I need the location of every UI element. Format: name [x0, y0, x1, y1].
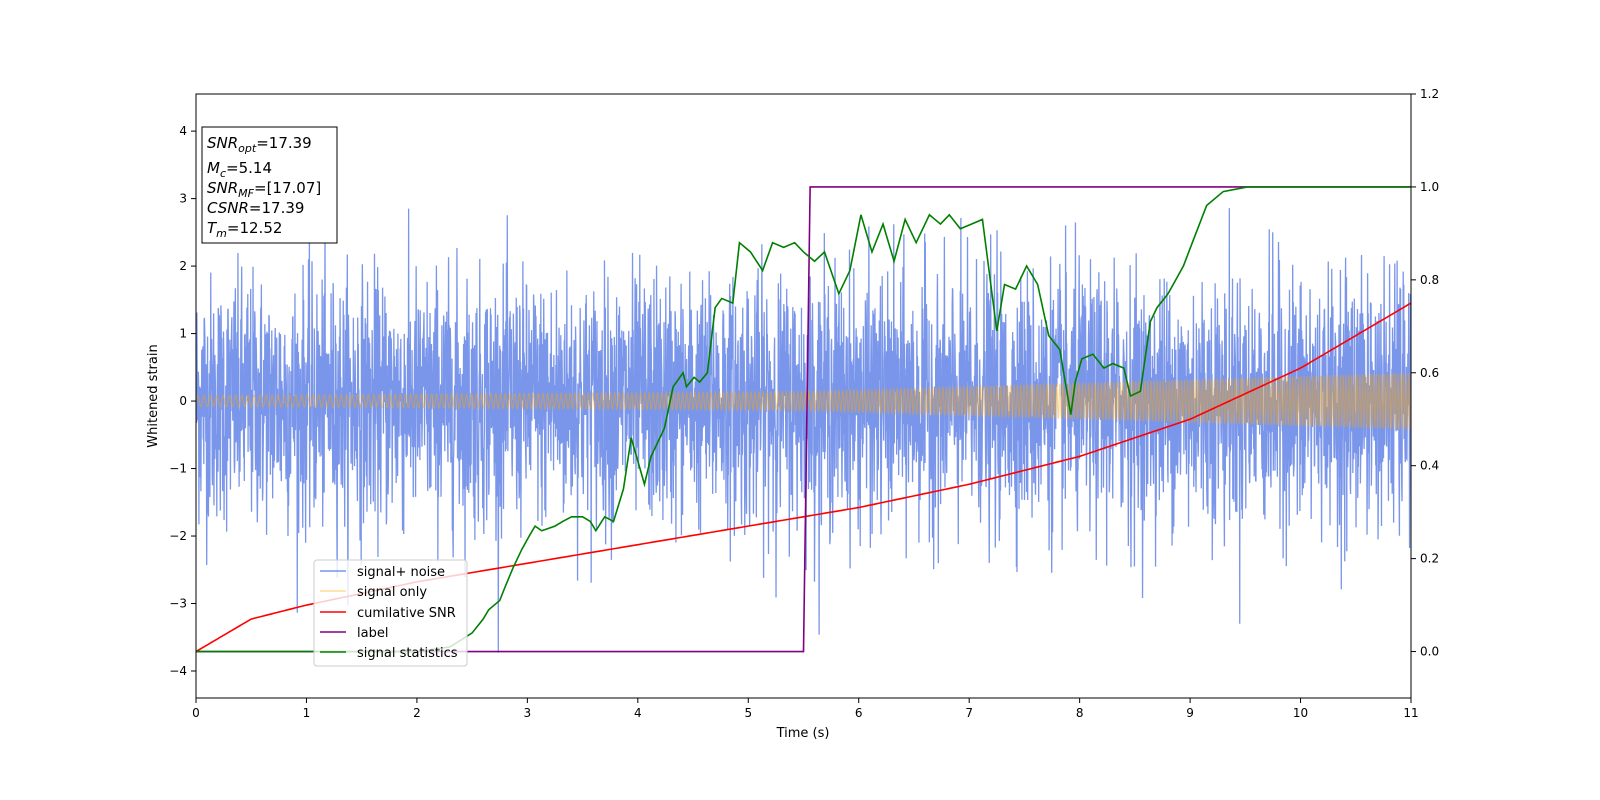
x-tick-label: 0 [192, 706, 200, 720]
y-tick-label: 1 [179, 327, 187, 341]
series-label [196, 186, 1411, 653]
axes-layer: 0 1 2 3 4 5 6 7 8 9 10 1143210−1−2−3−41.21.00.80.60… [169, 87, 1439, 720]
y2-tick-label: 1.2 [1420, 87, 1439, 101]
annotation-mc: Mc=5.14 [207, 159, 272, 180]
y-tick-label: 4 [179, 124, 187, 138]
series-signal-statistics [196, 186, 1411, 653]
legend-label-signal-noise: signal+ noise [357, 565, 445, 580]
annotation-snr-opt: SNRopt=17.39 [207, 134, 312, 155]
annotation-tm: Tm=12.52 [207, 219, 282, 240]
y2-tick-label: 1.0 [1420, 180, 1439, 194]
legend-label-signal-statistics: signal statistics [357, 646, 458, 661]
legend-label-label: label [357, 626, 388, 641]
annotation-csnr: CSNR=17.39 [207, 199, 304, 217]
x-tick-label: 5 [744, 706, 752, 720]
y-axis-label: Whitened strain [146, 344, 161, 447]
x-tick-label: 11 [1403, 706, 1418, 720]
x-tick-label: 6 [855, 706, 863, 720]
x-tick-label: 9 [1186, 706, 1194, 720]
y-tick-label: −2 [169, 529, 187, 543]
legend-label-signal-only: signal only [357, 585, 427, 600]
y-tick-label: −4 [169, 664, 187, 678]
x-tick-label: 7 [965, 706, 973, 720]
x-tick-label: 3 [524, 706, 532, 720]
y-tick-label: 3 [179, 192, 187, 206]
x-tick-label: 4 [634, 706, 642, 720]
plot-frame [195, 93, 1412, 699]
y2-tick-label: 0.8 [1420, 273, 1439, 287]
legend-label-cumulative-snr: cumilative SNR [357, 606, 456, 621]
y-tick-label: −1 [169, 462, 187, 476]
y2-tick-label: 0.6 [1420, 366, 1439, 380]
x-axis-label: Time (s) [776, 726, 830, 741]
y2-tick-label: 0.4 [1420, 459, 1439, 473]
y-tick-label: −3 [169, 597, 187, 611]
x-tick-label: 10 [1293, 706, 1308, 720]
y-tick-label: 2 [179, 259, 187, 273]
annotation-box: SNRopt=17.39 Mc=5.14 SNRMF=[17.07] CSNR=… [201, 126, 338, 244]
legend: signal+ noise signal only cumilative SNR… [313, 559, 468, 667]
x-tick-label: 1 [303, 706, 311, 720]
x-tick-label: 2 [413, 706, 421, 720]
y-tick-label: 0 [179, 394, 187, 408]
annotation-snr-mf: SNRMF=[17.07] [207, 179, 321, 200]
series-signal-only [196, 372, 1411, 430]
y2-tick-label: 0.2 [1420, 552, 1439, 566]
series-signal-noise [196, 208, 1411, 653]
y2-tick-label: 0.0 [1420, 645, 1439, 659]
x-tick-label: 8 [1076, 706, 1084, 720]
